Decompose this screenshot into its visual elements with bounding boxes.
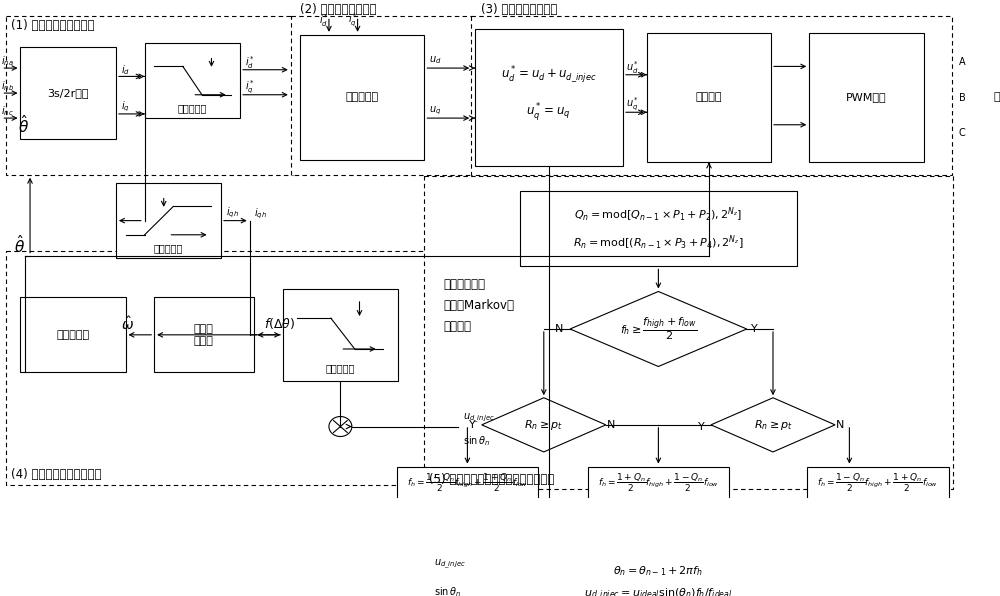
Text: $i_{q}^*$: $i_{q}^*$ bbox=[245, 79, 255, 96]
Text: 坐标变换: 坐标变换 bbox=[696, 92, 722, 103]
Bar bbox=[6, 17, 293, 175]
Text: 高通滤波器: 高通滤波器 bbox=[154, 243, 183, 253]
Text: $\hat{\omega}$: $\hat{\omega}$ bbox=[121, 315, 134, 333]
Text: B: B bbox=[959, 93, 965, 103]
Text: (1) 电流检测及控制环节: (1) 电流检测及控制环节 bbox=[11, 19, 94, 32]
Text: A: A bbox=[959, 57, 965, 67]
Text: $f_h \geq \dfrac{f_{high}+f_{low}}{2}$: $f_h \geq \dfrac{f_{high}+f_{low}}{2}$ bbox=[620, 316, 697, 342]
Text: 低通滤波器: 低通滤波器 bbox=[326, 363, 355, 373]
Text: $u_q$: $u_q$ bbox=[429, 104, 441, 117]
Text: $i_q^*$: $i_q^*$ bbox=[348, 12, 358, 29]
Text: 随机算法: 随机算法 bbox=[444, 320, 472, 333]
Text: N: N bbox=[555, 324, 563, 334]
Bar bbox=[506, 552, 811, 596]
Text: Y: Y bbox=[698, 421, 705, 432]
Polygon shape bbox=[570, 291, 747, 367]
Text: $u_{d\_injec}$: $u_{d\_injec}$ bbox=[463, 412, 494, 425]
Text: $i_d^*$: $i_d^*$ bbox=[319, 12, 329, 29]
Bar bbox=[300, 35, 424, 160]
Bar bbox=[20, 47, 116, 139]
Bar bbox=[283, 289, 398, 381]
Text: Y: Y bbox=[469, 420, 476, 430]
Text: PWM调制: PWM调制 bbox=[846, 92, 887, 103]
Text: $\sin\theta_n$: $\sin\theta_n$ bbox=[463, 434, 490, 448]
Text: $i_{na}$: $i_{na}$ bbox=[1, 54, 14, 69]
Text: $\hat{\theta}$: $\hat{\theta}$ bbox=[18, 114, 29, 136]
Text: 角速度
调节器: 角速度 调节器 bbox=[194, 324, 214, 346]
Text: $i_q$: $i_q$ bbox=[121, 100, 129, 114]
Bar bbox=[471, 17, 952, 175]
Bar bbox=[397, 467, 538, 523]
Text: 电流调节器: 电流调节器 bbox=[346, 92, 379, 103]
Text: $u_q^*$: $u_q^*$ bbox=[626, 96, 639, 113]
Text: 角速度积分: 角速度积分 bbox=[56, 330, 90, 340]
Bar bbox=[520, 191, 797, 266]
Text: $Q_n = \mathrm{mod}[Q_{n-1}\times P_1+P_2), 2^{N_z}]$: $Q_n = \mathrm{mod}[Q_{n-1}\times P_1+P_… bbox=[574, 206, 743, 224]
Bar bbox=[809, 33, 924, 162]
Text: $R_n = \mathrm{mod}[(R_{n-1}\times P_3+P_4), 2^{N_z}]$: $R_n = \mathrm{mod}[(R_{n-1}\times P_3+P… bbox=[573, 234, 744, 252]
Text: Y: Y bbox=[751, 324, 757, 334]
Bar bbox=[424, 176, 953, 489]
Bar bbox=[807, 467, 949, 523]
Text: 注入信号频率: 注入信号频率 bbox=[444, 278, 486, 291]
Bar bbox=[475, 29, 623, 166]
Text: (2) 电机电压给定环节: (2) 电机电压给定环节 bbox=[300, 3, 377, 16]
Text: $f_h=\dfrac{1-Q_n}{2}f_{high}+\dfrac{1+Q_n}{2}f_{low}$: $f_h=\dfrac{1-Q_n}{2}f_{high}+\dfrac{1+Q… bbox=[407, 472, 528, 494]
Text: 低通滤波器: 低通滤波器 bbox=[178, 103, 207, 113]
Text: $u_d$: $u_d$ bbox=[429, 55, 442, 67]
Text: $i_{qh}$: $i_{qh}$ bbox=[254, 207, 267, 221]
Text: $u_q^* = u_q$: $u_q^* = u_q$ bbox=[526, 101, 571, 123]
Polygon shape bbox=[711, 398, 835, 452]
Bar bbox=[6, 252, 426, 485]
Text: $u_d^* = u_d + u_{d\_injec}$: $u_d^* = u_d + u_{d\_injec}$ bbox=[501, 64, 596, 85]
Text: C: C bbox=[959, 128, 965, 138]
Bar bbox=[291, 17, 472, 175]
Bar bbox=[154, 297, 254, 372]
Text: 电机: 电机 bbox=[994, 92, 1000, 103]
Text: $i_{nb}$: $i_{nb}$ bbox=[1, 79, 14, 94]
Text: (3) 电机电压作用环节: (3) 电机电压作用环节 bbox=[481, 3, 557, 16]
Text: $\hat{\theta}$: $\hat{\theta}$ bbox=[14, 234, 25, 256]
Bar bbox=[116, 183, 221, 258]
Bar bbox=[20, 297, 126, 372]
Text: $i_d$: $i_d$ bbox=[121, 63, 130, 77]
Text: N: N bbox=[836, 420, 844, 430]
Text: $f_h=\dfrac{1-Q_n}{2}f_{high}+\dfrac{1+Q_n}{2}f_{low}$: $f_h=\dfrac{1-Q_n}{2}f_{high}+\dfrac{1+Q… bbox=[817, 472, 939, 494]
Text: 二状态Markov链: 二状态Markov链 bbox=[444, 299, 515, 312]
Text: $u_{d\_injec} = u_{ideal}\sin(\theta_n)f_h/f_{ideal}$: $u_{d\_injec} = u_{ideal}\sin(\theta_n)f… bbox=[584, 586, 733, 596]
Bar bbox=[145, 43, 240, 118]
Text: $u_d^*$: $u_d^*$ bbox=[626, 59, 639, 76]
Text: $\theta_n = \theta_{n-1} + 2\pi f_h$: $\theta_n = \theta_{n-1} + 2\pi f_h$ bbox=[613, 564, 703, 578]
Text: $i_{nc}$: $i_{nc}$ bbox=[1, 104, 14, 119]
Text: N: N bbox=[606, 420, 615, 430]
Text: $R_n \geq p_t$: $R_n \geq p_t$ bbox=[754, 418, 792, 432]
Bar bbox=[588, 467, 729, 523]
Text: $i_{d}^*$: $i_{d}^*$ bbox=[245, 54, 255, 71]
Bar bbox=[647, 33, 771, 162]
Text: (4) 转子位置提取计算环节: (4) 转子位置提取计算环节 bbox=[11, 468, 101, 482]
Text: $u_{d\_injec}$: $u_{d\_injec}$ bbox=[434, 558, 466, 572]
Text: $\sin\theta_n$: $\sin\theta_n$ bbox=[434, 585, 461, 596]
Text: $f_h=\dfrac{1+Q_n}{2}f_{high}+\dfrac{1-Q_n}{2}f_{low}$: $f_h=\dfrac{1+Q_n}{2}f_{high}+\dfrac{1-Q… bbox=[598, 472, 719, 494]
Text: 3s/2r变换: 3s/2r变换 bbox=[47, 88, 89, 98]
Text: $i_{qh}$: $i_{qh}$ bbox=[226, 206, 239, 221]
Polygon shape bbox=[482, 398, 606, 452]
Text: $f(\Delta\theta)$: $f(\Delta\theta)$ bbox=[264, 316, 295, 331]
Text: (5) 高频注入信号电压和频率计算环节: (5) 高频注入信号电压和频率计算环节 bbox=[429, 473, 555, 486]
Text: $R_n \geq p_t$: $R_n \geq p_t$ bbox=[524, 418, 563, 432]
